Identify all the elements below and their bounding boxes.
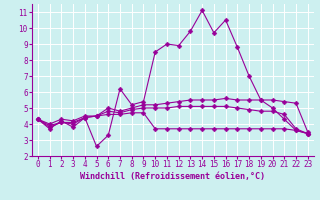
X-axis label: Windchill (Refroidissement éolien,°C): Windchill (Refroidissement éolien,°C) (80, 172, 265, 181)
